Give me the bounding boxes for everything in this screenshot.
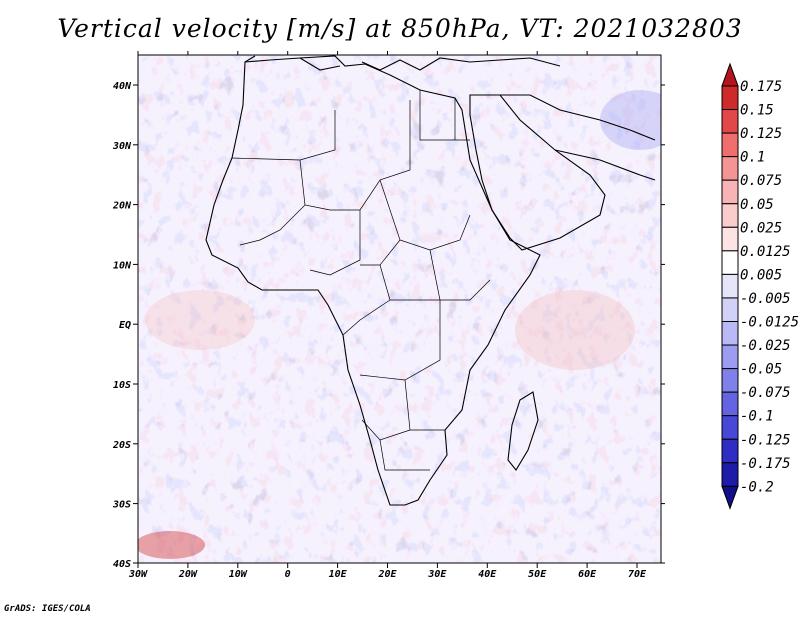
colorbar-label: 0.05 (740, 197, 774, 213)
plot-frame (137, 54, 662, 564)
colorbar-segment (721, 344, 739, 370)
colorbar-segment (721, 132, 739, 158)
colorbar-segment (721, 438, 739, 464)
colorbar-segment (721, 297, 739, 323)
longitude-axis: 30W 20W 10W 0 10E 20E 30E 40E 50E 60E 70E (128, 51, 647, 580)
coastlines (205, 55, 656, 506)
colorbar-label: 0.15 (740, 103, 774, 119)
plot-title: Vertical velocity [m/s] at 850hPa, VT: 2… (57, 14, 743, 43)
colorbar-label: -0.1 (740, 409, 774, 425)
colorbar-label: -0.175 (740, 456, 791, 472)
iran-region (500, 94, 656, 181)
colorbar-segment (721, 321, 739, 346)
madagascar-outline (507, 391, 539, 471)
lon-tick-label: 30W (128, 569, 148, 580)
lon-tick-label: 60E (578, 569, 597, 580)
lon-tick-label: 10W (229, 569, 248, 580)
velocity-field (138, 55, 661, 563)
colorbar-top-arrow (721, 62, 739, 87)
colorbar-segment (721, 462, 739, 487)
lat-tick-label: 10N (113, 260, 132, 271)
colorbar-label: 0.175 (740, 79, 782, 95)
lon-tick-label: 30E (427, 569, 447, 580)
colorbar-segment (721, 179, 739, 205)
country-borders (231, 90, 491, 471)
colorbar-label: -0.005 (740, 291, 791, 307)
colorbar: 0.175 0.15 0.125 0.1 0.075 0.05 0.025 0.0125 0.0… (721, 62, 799, 510)
colorbar-label: -0.05 (740, 362, 782, 378)
colorbar-segment (721, 226, 739, 252)
colorbar-label: -0.025 (740, 338, 791, 354)
colorbar-segment (721, 156, 739, 181)
colorbar-label: 0.0125 (740, 244, 791, 260)
colorbar-label: 0.025 (740, 220, 782, 236)
lon-tick-label: 70E (628, 569, 647, 580)
colorbar-segment (721, 203, 739, 228)
lat-tick-label: EQ (119, 320, 131, 331)
lat-tick-label: 40S (113, 559, 131, 570)
lat-tick-label: 40N (113, 81, 132, 92)
colorbar-label: 0.005 (740, 267, 782, 283)
colorbar-segment (721, 250, 739, 275)
colorbar-segment (721, 391, 739, 417)
arabian-peninsula (469, 94, 606, 251)
colorbar-segment (721, 85, 739, 111)
lat-tick-label: 30S (112, 500, 131, 511)
colorbar-label: -0.075 (740, 385, 791, 401)
colorbar-label: -0.0125 (740, 315, 799, 331)
lon-tick-label: 20E (377, 569, 397, 580)
lat-tick-label: 20N (112, 201, 132, 212)
latitude-axis: 40N 30N 20N 10N EQ 10S 20S 30S 40S (112, 81, 665, 570)
lon-tick-label: 10E (329, 569, 348, 580)
colorbar-label: 0.1 (740, 150, 765, 166)
lon-tick-label: 50E (528, 569, 547, 580)
europe-coast (244, 55, 561, 71)
colorbar-label: 0.125 (740, 126, 782, 142)
colorbar-segment (721, 415, 739, 440)
africa-coastline (205, 55, 541, 506)
colorbar-segment (721, 273, 739, 299)
colorbar-label: -0.125 (740, 432, 791, 448)
colorbar-segment (721, 368, 739, 393)
lon-tick-label: 20W (178, 569, 198, 580)
lat-tick-label: 10S (113, 380, 131, 391)
colorbar-segment (721, 109, 739, 134)
lat-tick-label: 30N (112, 141, 132, 152)
colorbar-bottom-arrow (721, 485, 739, 510)
colorbar-label: -0.2 (740, 479, 774, 495)
lon-tick-label: 40E (478, 569, 497, 580)
colorbar-label: 0.075 (740, 173, 782, 189)
lat-tick-label: 20S (112, 440, 131, 451)
grads-credit: GrADS: IGES/COLA (4, 604, 91, 614)
lon-tick-label: 0 (285, 569, 291, 580)
